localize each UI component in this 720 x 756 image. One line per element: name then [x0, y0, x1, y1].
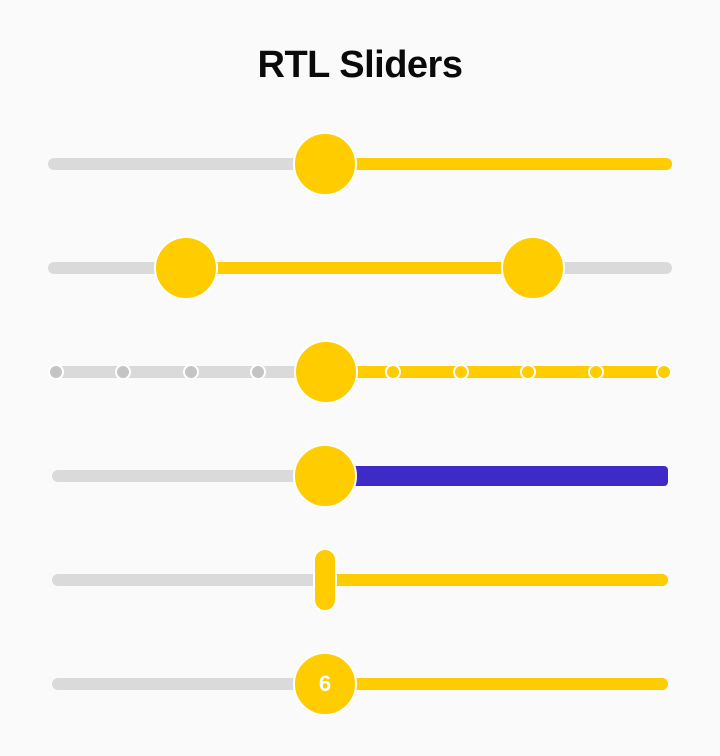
slider-tick[interactable] — [183, 364, 199, 380]
slider-range[interactable] — [0, 228, 720, 308]
slider-tick[interactable] — [385, 364, 401, 380]
slider-fill — [325, 366, 672, 378]
slider-tick[interactable] — [48, 364, 64, 380]
slider-basic[interactable] — [0, 124, 720, 204]
slider-tick[interactable] — [250, 364, 266, 380]
slider-custom-color[interactable] — [0, 436, 720, 516]
slider-thumb[interactable] — [294, 340, 358, 404]
slider-thumb[interactable]: 6 — [293, 652, 357, 716]
slider-thumb[interactable] — [293, 444, 357, 508]
slider-fill — [325, 158, 672, 170]
slider-value-label[interactable]: 6 — [0, 644, 720, 724]
slider-thumb[interactable] — [313, 548, 337, 612]
slider-fill — [325, 466, 668, 486]
slider-bar-handle[interactable] — [0, 540, 720, 620]
slider-thumb-low[interactable] — [154, 236, 218, 300]
slider-tick[interactable] — [453, 364, 469, 380]
slider-stepped[interactable] — [0, 332, 720, 412]
slider-tick[interactable] — [520, 364, 536, 380]
slider-tick[interactable] — [656, 364, 672, 380]
slider-tick[interactable] — [588, 364, 604, 380]
slider-fill — [325, 574, 668, 586]
slider-value: 6 — [318, 671, 332, 696]
slider-fill — [325, 678, 668, 690]
slider-tick[interactable] — [115, 364, 131, 380]
page-title: RTL Sliders — [257, 44, 463, 86]
slider-range-fill — [186, 262, 533, 274]
slider-thumb[interactable] — [293, 132, 357, 196]
slider-thumb-high[interactable] — [501, 236, 565, 300]
